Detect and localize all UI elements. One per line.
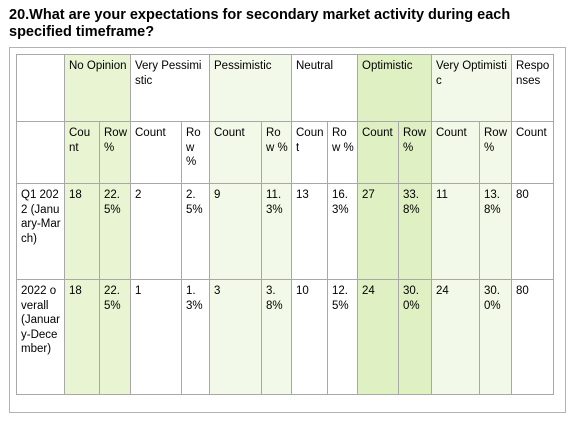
table-frame	[9, 47, 566, 413]
sub-header-count: Count	[130, 121, 182, 184]
cell-row-pct: 1.3%	[181, 279, 210, 395]
sub-header-row-pct: Row %	[398, 121, 432, 184]
cell-row-pct: 11.3%	[261, 183, 292, 280]
cell-row-pct: 30.0%	[398, 279, 432, 395]
sub-header-row-pct: Row %	[327, 121, 358, 184]
cell-row-pct: 33.8%	[398, 183, 432, 280]
column-header-very-optimistic: Very Optimistic	[431, 54, 512, 122]
sub-header-row-pct: Row %	[261, 121, 292, 184]
sub-header-count: Count	[64, 121, 100, 184]
crosstab-table: No Opinion Very Pessimistic Pessimistic …	[16, 54, 554, 395]
sub-header-count: Count	[291, 121, 328, 184]
sub-header-blank	[16, 121, 65, 184]
column-header-neutral: Neutral	[291, 54, 358, 122]
table-row-q1-2022: Q1 2022 (January-March) 18 22.5% 2 2.5% …	[16, 183, 554, 280]
cell-row-pct: 3.8%	[261, 279, 292, 395]
cell-count: 1	[130, 279, 182, 395]
column-header-very-pessimistic: Very Pessimistic	[130, 54, 210, 122]
cell-count: 13	[291, 183, 328, 280]
sub-header-count: Count	[511, 121, 554, 184]
cell-count: 27	[357, 183, 399, 280]
sub-header-row-pct: Row %	[479, 121, 512, 184]
column-header-optimistic: Optimistic	[357, 54, 432, 122]
cell-count: 18	[64, 183, 100, 280]
row-label: 2022 overall (January-December)	[16, 279, 65, 395]
cell-count: 11	[431, 183, 480, 280]
sub-header-count: Count	[209, 121, 262, 184]
cell-row-pct: 13.8%	[479, 183, 512, 280]
sub-header-count: Count	[357, 121, 399, 184]
cell-count: 10	[291, 279, 328, 395]
cell-count: 2	[130, 183, 182, 280]
sub-header-row-pct: Row %	[99, 121, 131, 184]
cell-responses: 80	[511, 183, 554, 280]
cell-count: 3	[209, 279, 262, 395]
sub-header-count: Count	[431, 121, 480, 184]
cell-responses: 80	[511, 279, 554, 395]
cell-count: 24	[357, 279, 399, 395]
table-row-2022-overall: 2022 overall (January-December) 18 22.5%…	[16, 279, 554, 395]
cell-count: 9	[209, 183, 262, 280]
column-header-responses: Responses	[511, 54, 554, 122]
cell-count: 18	[64, 279, 100, 395]
cell-row-pct: 22.5%	[99, 183, 131, 280]
column-header-no-opinion: No Opinion	[64, 54, 131, 122]
question-title: 20.What are your expectations for second…	[9, 7, 511, 40]
corner-cell	[16, 54, 65, 122]
cell-count: 24	[431, 279, 480, 395]
cell-row-pct: 2.5%	[181, 183, 210, 280]
column-header-pessimistic: Pessimistic	[209, 54, 292, 122]
cell-row-pct: 22.5%	[99, 279, 131, 395]
cell-row-pct: 16.3%	[327, 183, 358, 280]
cell-row-pct: 30.0%	[479, 279, 512, 395]
cell-row-pct: 12.5%	[327, 279, 358, 395]
sub-header-row-pct: Row %	[181, 121, 210, 184]
row-label: Q1 2022 (January-March)	[16, 183, 65, 280]
